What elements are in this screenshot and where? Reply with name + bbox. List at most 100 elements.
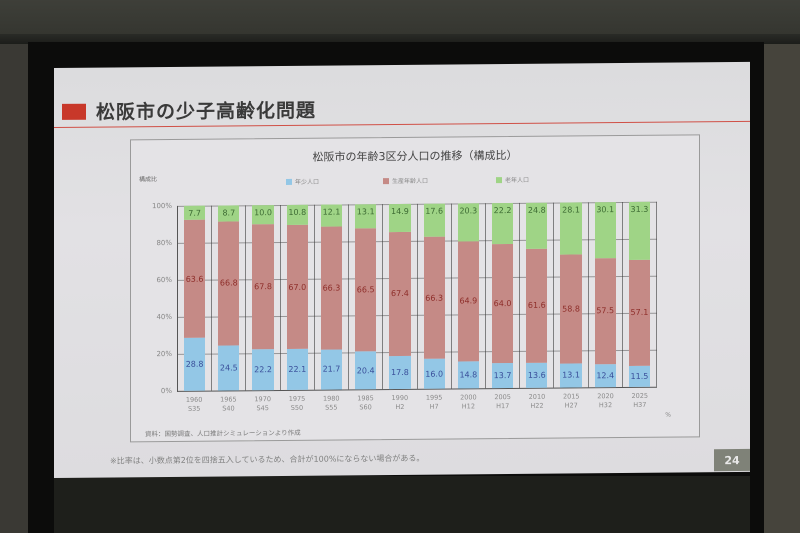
working-segment: 67.0 <box>286 224 308 350</box>
data-label: 13.6 <box>527 370 546 380</box>
elderly-segment: 12.1 <box>320 204 343 228</box>
x-tick-year: 1995 <box>425 393 443 402</box>
x-tick-label: 2010 H22 <box>520 393 554 411</box>
data-label: 22.2 <box>493 206 512 216</box>
x-tick-year: 2000 <box>460 393 477 402</box>
slide: 松阪市の少子高齢化問題 松阪市の年齢3区分人口の推移（構成比） 構成比 年少人口… <box>54 61 750 479</box>
elderly-segment: 13.1 <box>355 204 377 229</box>
x-tick-year: 2015 <box>562 392 580 401</box>
elderly-segment: 31.3 <box>628 202 651 261</box>
data-label: 16.0 <box>425 369 444 379</box>
working-segment: 57.1 <box>628 259 651 366</box>
data-label: 66.5 <box>356 285 375 295</box>
x-tick-year: 1970 <box>254 395 271 404</box>
bar-slot: 24.5 66.8 8.7 <box>212 205 247 391</box>
data-label: 7.7 <box>188 208 201 218</box>
plot-area: 100% 80% 60% 40% 20% 0% 28.8 63.6 7.7 24.5 6… <box>152 201 658 395</box>
x-tick-era: H22 <box>530 401 544 410</box>
footnote: ※比率は、小数点第2位を四捨五入しているため、合計が100%にならない場合がある… <box>110 453 425 466</box>
elderly-segment: 22.2 <box>491 203 514 245</box>
x-tick-year: 1985 <box>357 394 374 403</box>
x-tick-era: S45 <box>256 404 269 413</box>
young-segment: 24.5 <box>218 345 240 391</box>
data-label: 13.1 <box>356 207 375 217</box>
data-label: 67.8 <box>254 281 272 291</box>
x-tick-year: 1990 <box>391 393 409 403</box>
x-tick-era: H17 <box>496 402 510 411</box>
working-segment: 66.8 <box>218 221 240 346</box>
working-segment: 63.6 <box>184 219 206 338</box>
x-tick-era: S40 <box>222 404 235 413</box>
young-segment: 13.1 <box>560 363 582 388</box>
young-segment: 11.5 <box>628 365 651 387</box>
data-label: 21.7 <box>322 364 341 375</box>
chart-title: 松阪市の年齢3区分人口の推移（構成比） <box>312 148 518 164</box>
data-label: 13.1 <box>562 370 580 380</box>
stacked-bar: 11.5 57.1 31.3 <box>628 202 651 387</box>
data-label: 24.8 <box>527 205 546 215</box>
x-tick-label: 2020 H32 <box>588 392 622 410</box>
bar-slot: 13.7 64.0 22.2 <box>485 202 521 389</box>
data-label: 8.7 <box>222 208 236 218</box>
x-tick-year: 2010 <box>528 392 546 401</box>
screen-bottom-shadow <box>54 476 750 533</box>
x-tick-era: H37 <box>633 400 647 409</box>
stacked-bar: 20.4 66.5 13.1 <box>355 204 377 390</box>
data-label: 66.3 <box>322 283 341 293</box>
x-tick-label: 2005 H17 <box>486 393 520 411</box>
x-tick-era: S55 <box>325 403 338 412</box>
young-segment: 20.4 <box>355 351 377 390</box>
x-tick-era: H2 <box>395 402 405 412</box>
stacked-bar: 22.2 67.8 10.0 <box>252 205 274 391</box>
x-axis-labels: 1960 S35 1965 S40 1970 S45 1975 S50 1980 S55 1985 S… <box>177 392 657 414</box>
working-segment: 64.9 <box>457 240 479 362</box>
data-label: 58.8 <box>562 304 580 314</box>
data-label: 10.0 <box>254 208 272 218</box>
elderly-segment: 30.1 <box>594 202 616 258</box>
stacked-bar: 13.7 64.0 22.2 <box>491 203 514 389</box>
legend-label: 老年人口 <box>505 176 530 185</box>
x-tick-era: H12 <box>461 402 475 411</box>
page-number: 24 <box>714 448 750 472</box>
elderly-segment: 24.8 <box>526 202 548 249</box>
young-segment: 22.2 <box>252 349 274 391</box>
x-tick-era: S50 <box>290 403 304 412</box>
young-segment: 13.7 <box>491 362 514 389</box>
bar-slot: 22.2 67.8 10.0 <box>246 205 281 391</box>
young-segment: 21.7 <box>320 349 343 390</box>
x-tick-era: H32 <box>598 401 613 410</box>
data-label: 17.6 <box>425 206 444 216</box>
x-tick-year: 1980 <box>322 394 340 403</box>
legend-item-elderly: 老年人口 <box>496 175 529 184</box>
elderly-segment: 17.6 <box>423 203 445 237</box>
chart-source: 資料：国勢調査、人口推計シミュレーションより作成 <box>145 428 301 439</box>
bar-slot: 16.0 66.3 17.6 <box>417 203 452 389</box>
data-label: 24.5 <box>219 363 238 373</box>
young-segment: 16.0 <box>423 358 445 389</box>
bar-series: 28.8 63.6 7.7 24.5 66.8 8.7 22.2 67.8 10.0 22.1 67… <box>178 201 658 391</box>
x-tick-label: 2025 H37 <box>623 392 657 410</box>
bar-slot: 13.6 61.6 24.8 <box>520 202 555 388</box>
data-label: 20.4 <box>356 365 375 375</box>
data-label: 66.8 <box>219 278 238 288</box>
x-tick-label: 1980 S55 <box>314 394 348 412</box>
data-label: 11.5 <box>630 371 649 381</box>
x-tick-label: 1985 S60 <box>348 394 382 412</box>
stacked-bar: 14.8 64.9 20.3 <box>457 203 479 389</box>
stacked-bar: 12.4 57.5 30.1 <box>594 202 616 388</box>
chart-legend: 年少人口 生産年齢人口 老年人口 <box>131 173 699 186</box>
data-label: 28.1 <box>562 205 580 215</box>
x-tick-label: 2000 H12 <box>451 393 485 411</box>
title-marker-icon <box>62 103 86 120</box>
y-tick: 60% <box>156 275 172 285</box>
x-tick-label: 1975 S50 <box>280 395 314 413</box>
working-segment: 66.3 <box>320 226 343 350</box>
unit-mark: % <box>665 411 671 419</box>
x-tick-label: 1960 S35 <box>177 396 211 414</box>
x-tick-label: 1970 S45 <box>246 395 280 413</box>
ceiling-trim <box>0 34 800 44</box>
legend-swatch-elderly <box>496 176 502 183</box>
data-label: 20.3 <box>459 206 478 216</box>
elderly-segment: 10.0 <box>252 205 274 224</box>
x-tick-label: 1995 H7 <box>417 394 451 412</box>
